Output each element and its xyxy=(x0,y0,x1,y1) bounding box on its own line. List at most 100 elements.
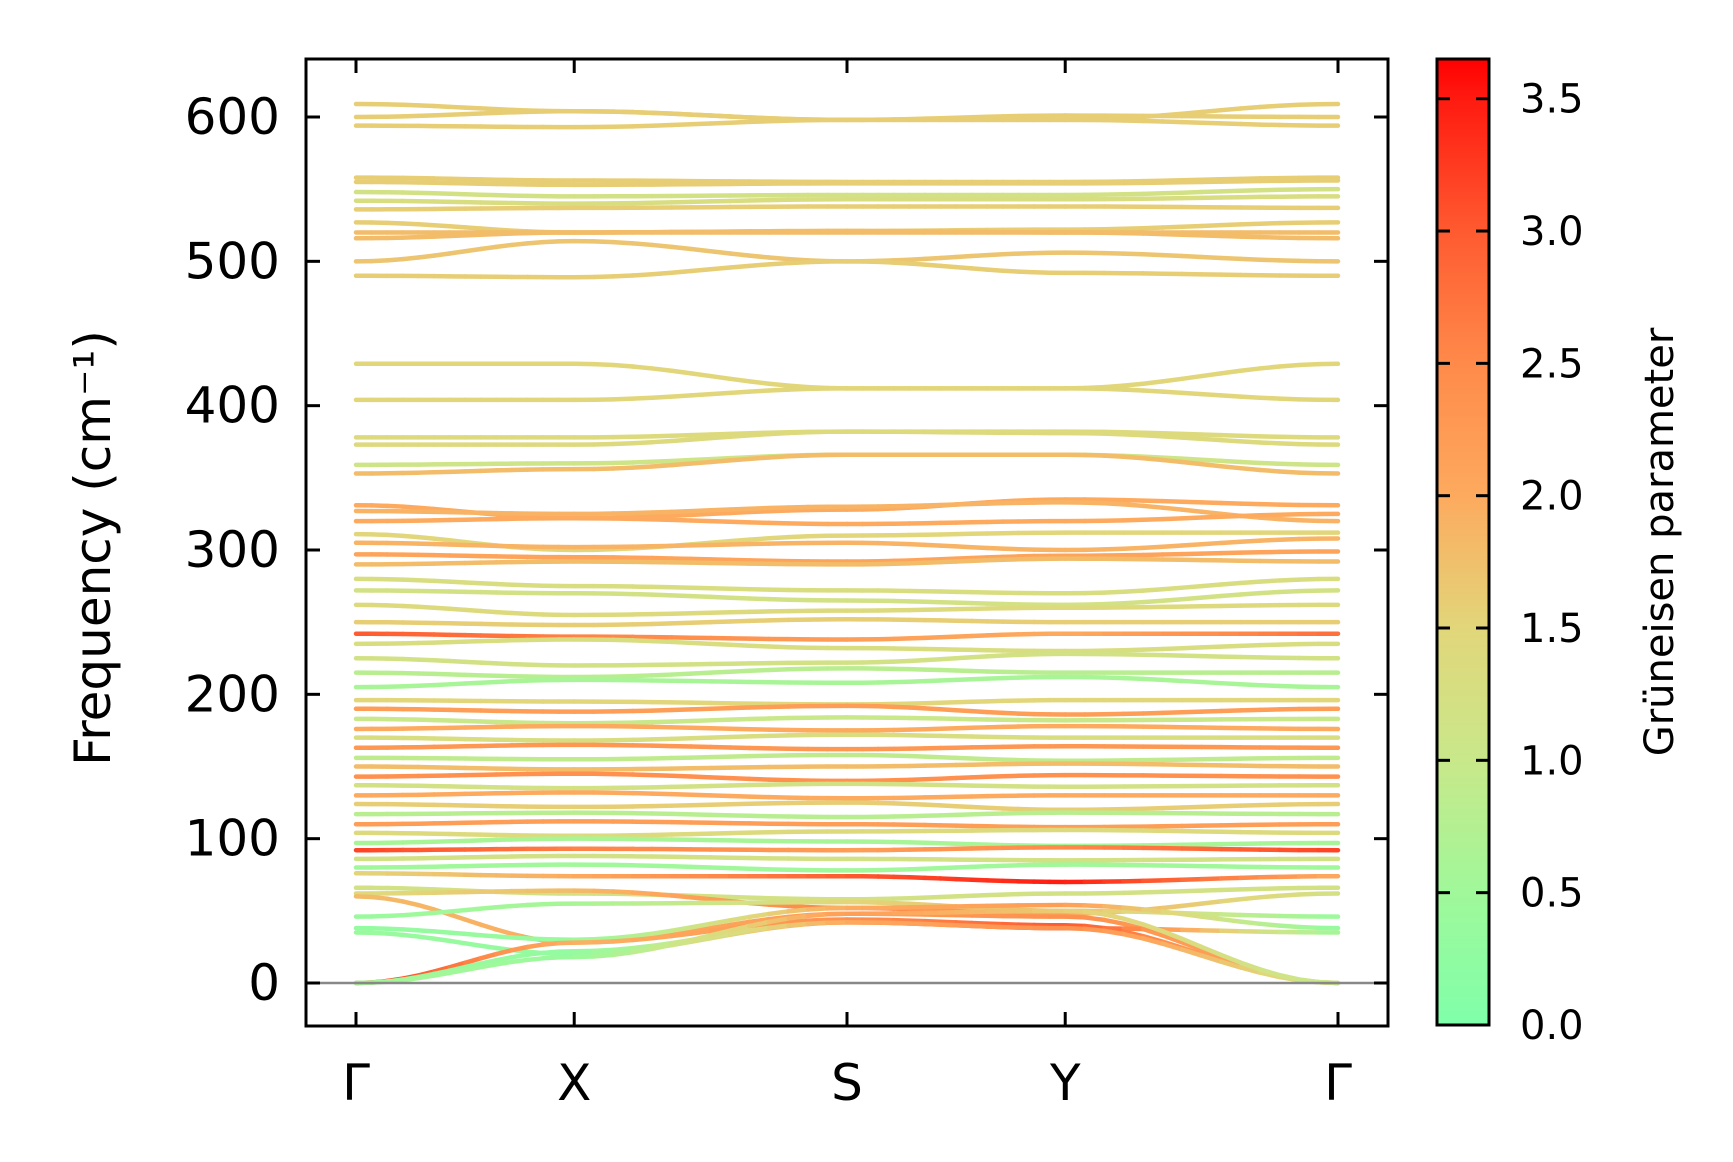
band-segment xyxy=(1140,907,1165,914)
band-segment xyxy=(727,433,752,439)
band-segment xyxy=(1296,101,1321,108)
band-segment xyxy=(384,256,406,263)
band-segment xyxy=(478,106,499,112)
band-segment xyxy=(938,634,959,640)
band-segment xyxy=(907,256,928,262)
band-segment xyxy=(447,967,468,976)
band-segment xyxy=(969,266,990,272)
band-segment xyxy=(708,641,733,648)
band-segment xyxy=(400,533,421,540)
band-segment xyxy=(1121,502,1146,509)
band-segment xyxy=(969,676,990,682)
band-segment xyxy=(509,661,530,667)
band-segment xyxy=(747,776,772,782)
band-segment xyxy=(494,927,515,937)
band-segment xyxy=(747,379,772,386)
band-segment xyxy=(400,927,421,933)
band-segment xyxy=(688,792,713,798)
band-segment xyxy=(727,734,752,740)
band-segment xyxy=(400,656,421,662)
band-segment xyxy=(1218,896,1243,904)
band-segment xyxy=(1257,512,1282,518)
band-segment xyxy=(591,466,616,472)
band-segment xyxy=(786,644,811,650)
band-lines xyxy=(353,101,1341,986)
band-segment xyxy=(462,607,483,614)
band-segment xyxy=(985,545,1006,551)
band-segment xyxy=(1218,188,1243,194)
band-segment xyxy=(1082,926,1107,934)
band-segment xyxy=(1121,225,1146,232)
band-segment xyxy=(416,534,437,541)
band-segment xyxy=(985,554,1006,560)
band-segment xyxy=(922,559,943,566)
band-segment xyxy=(969,558,990,564)
band-segment xyxy=(478,110,499,116)
band-38 xyxy=(353,723,1341,733)
band-segment xyxy=(1238,188,1263,194)
band-segment xyxy=(1238,439,1263,445)
band-segment xyxy=(462,659,483,665)
band-segment xyxy=(727,456,752,463)
band-segment xyxy=(478,951,499,961)
band-segment xyxy=(1121,588,1146,594)
band-segment xyxy=(649,933,674,941)
band-segment xyxy=(766,534,791,541)
band-segment xyxy=(416,604,437,610)
band-segment xyxy=(907,918,928,924)
band-segment xyxy=(786,921,811,928)
band-segment xyxy=(400,932,421,939)
band-segment xyxy=(447,960,468,970)
band-segment xyxy=(985,863,1006,869)
band-segment xyxy=(1082,903,1107,909)
band-segment xyxy=(1160,224,1185,230)
band-segment xyxy=(727,928,752,936)
band-segment xyxy=(1121,381,1146,388)
band-segment xyxy=(1101,925,1126,934)
band-segment xyxy=(688,267,713,274)
band-segment xyxy=(1277,892,1302,898)
band-segment xyxy=(509,678,530,684)
band-segment xyxy=(431,909,452,916)
band-segment xyxy=(1277,362,1302,369)
band-segment xyxy=(747,431,772,438)
band-segment xyxy=(431,578,452,584)
band-segment xyxy=(1140,710,1165,716)
band-46 xyxy=(353,800,1341,813)
band-segment xyxy=(1179,459,1204,467)
band-segment xyxy=(1179,109,1204,116)
band-segment xyxy=(1179,232,1204,238)
band-segment xyxy=(1199,540,1224,547)
band-segment xyxy=(669,517,694,523)
band-segment xyxy=(1179,507,1204,515)
band-21 xyxy=(353,511,1341,527)
band-segment xyxy=(669,512,694,519)
band-segment xyxy=(649,366,674,374)
band-segment xyxy=(1179,804,1204,810)
colorbar-tick-label: 0.0 xyxy=(1520,1003,1584,1049)
band-segment xyxy=(1101,546,1126,552)
band-segment xyxy=(610,440,635,447)
band-segment xyxy=(1238,895,1263,902)
band-segment xyxy=(907,901,928,907)
band-segment xyxy=(1238,501,1263,507)
band-segment xyxy=(1101,675,1126,681)
band-segment xyxy=(1199,189,1224,195)
band-segment xyxy=(1179,901,1204,909)
band-segment xyxy=(1218,222,1243,228)
band-segment xyxy=(431,929,452,935)
band-segment xyxy=(1218,368,1243,376)
band-segment xyxy=(1160,231,1185,237)
band-segment xyxy=(727,894,752,900)
band-segment xyxy=(630,943,655,951)
band-segment xyxy=(1277,577,1302,583)
band-segment xyxy=(708,373,733,382)
band-segment xyxy=(1140,191,1165,197)
band-42 xyxy=(353,761,1341,772)
band-36 xyxy=(353,703,1341,717)
band-segment xyxy=(922,557,943,563)
band-segment xyxy=(1257,967,1282,978)
band-segment xyxy=(727,775,752,782)
band-segment xyxy=(953,633,974,639)
band-segment xyxy=(1199,911,1224,917)
